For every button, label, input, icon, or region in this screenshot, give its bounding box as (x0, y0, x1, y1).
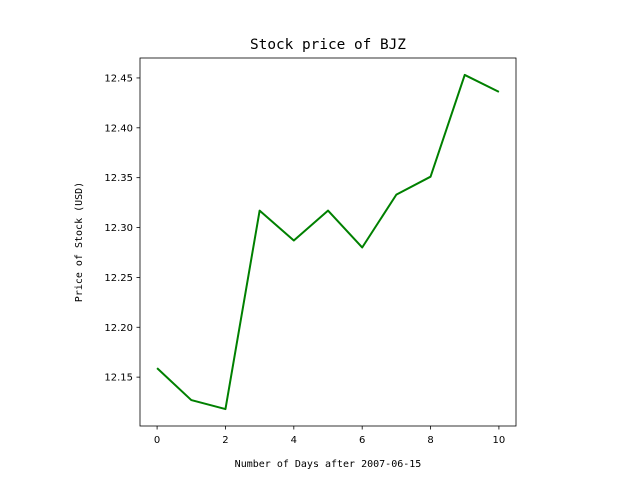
y-tick-label: 12.30 (104, 223, 133, 234)
y-axis-ticks: 12.15 12.20 12.25 12.30 12.35 12.40 12.45 (104, 73, 140, 384)
x-tick-label: 10 (493, 435, 506, 446)
y-tick-label: 12.25 (104, 273, 133, 284)
x-tick-label: 2 (222, 435, 228, 446)
y-tick-label: 12.15 (104, 373, 133, 384)
x-tick-label: 4 (291, 435, 297, 446)
series-points (157, 74, 499, 410)
y-tick-label: 12.40 (104, 123, 133, 134)
y-tick-label: 12.35 (104, 173, 133, 184)
x-axis-ticks: 0 2 4 6 8 10 (154, 426, 505, 446)
x-axis-label: Number of Days after 2007-06-15 (235, 459, 422, 470)
plot-frame (139, 57, 517, 427)
x-tick-label: 8 (427, 435, 433, 446)
x-tick-label: 6 (359, 435, 365, 446)
y-axis-label: Price of Stock (USD) (74, 182, 85, 302)
y-tick-label: 12.20 (104, 323, 133, 334)
y-tick-label: 12.45 (104, 73, 133, 84)
chart-title: Stock price of BJZ (250, 37, 406, 53)
x-tick-label: 0 (154, 435, 160, 446)
